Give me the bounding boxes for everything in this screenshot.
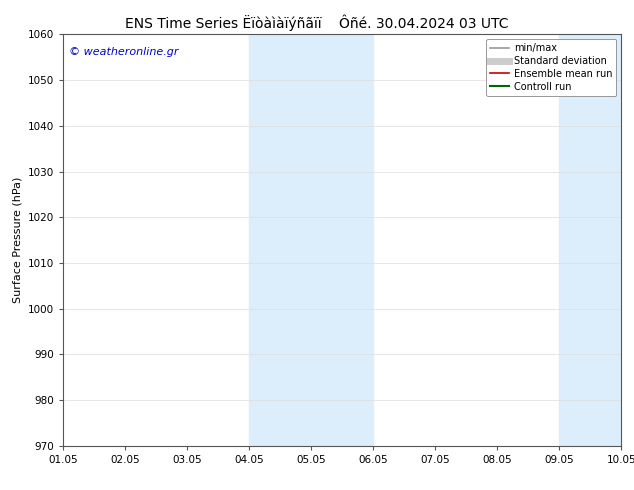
Bar [249, 34, 373, 446]
Bar [559, 34, 634, 446]
Text: ENS Time Series Ëïòàìàïýñãïï    Ôñé. 30.04.2024 03 UTC: ENS Time Series Ëïòàìàïýñãïï Ôñé. 30.04.… [126, 15, 508, 31]
Legend: min/max, Standard deviation, Ensemble mean run, Controll run: min/max, Standard deviation, Ensemble me… [486, 39, 616, 96]
Y-axis label: Surface Pressure (hPa): Surface Pressure (hPa) [13, 177, 23, 303]
Text: © weatheronline.gr: © weatheronline.gr [69, 47, 179, 57]
